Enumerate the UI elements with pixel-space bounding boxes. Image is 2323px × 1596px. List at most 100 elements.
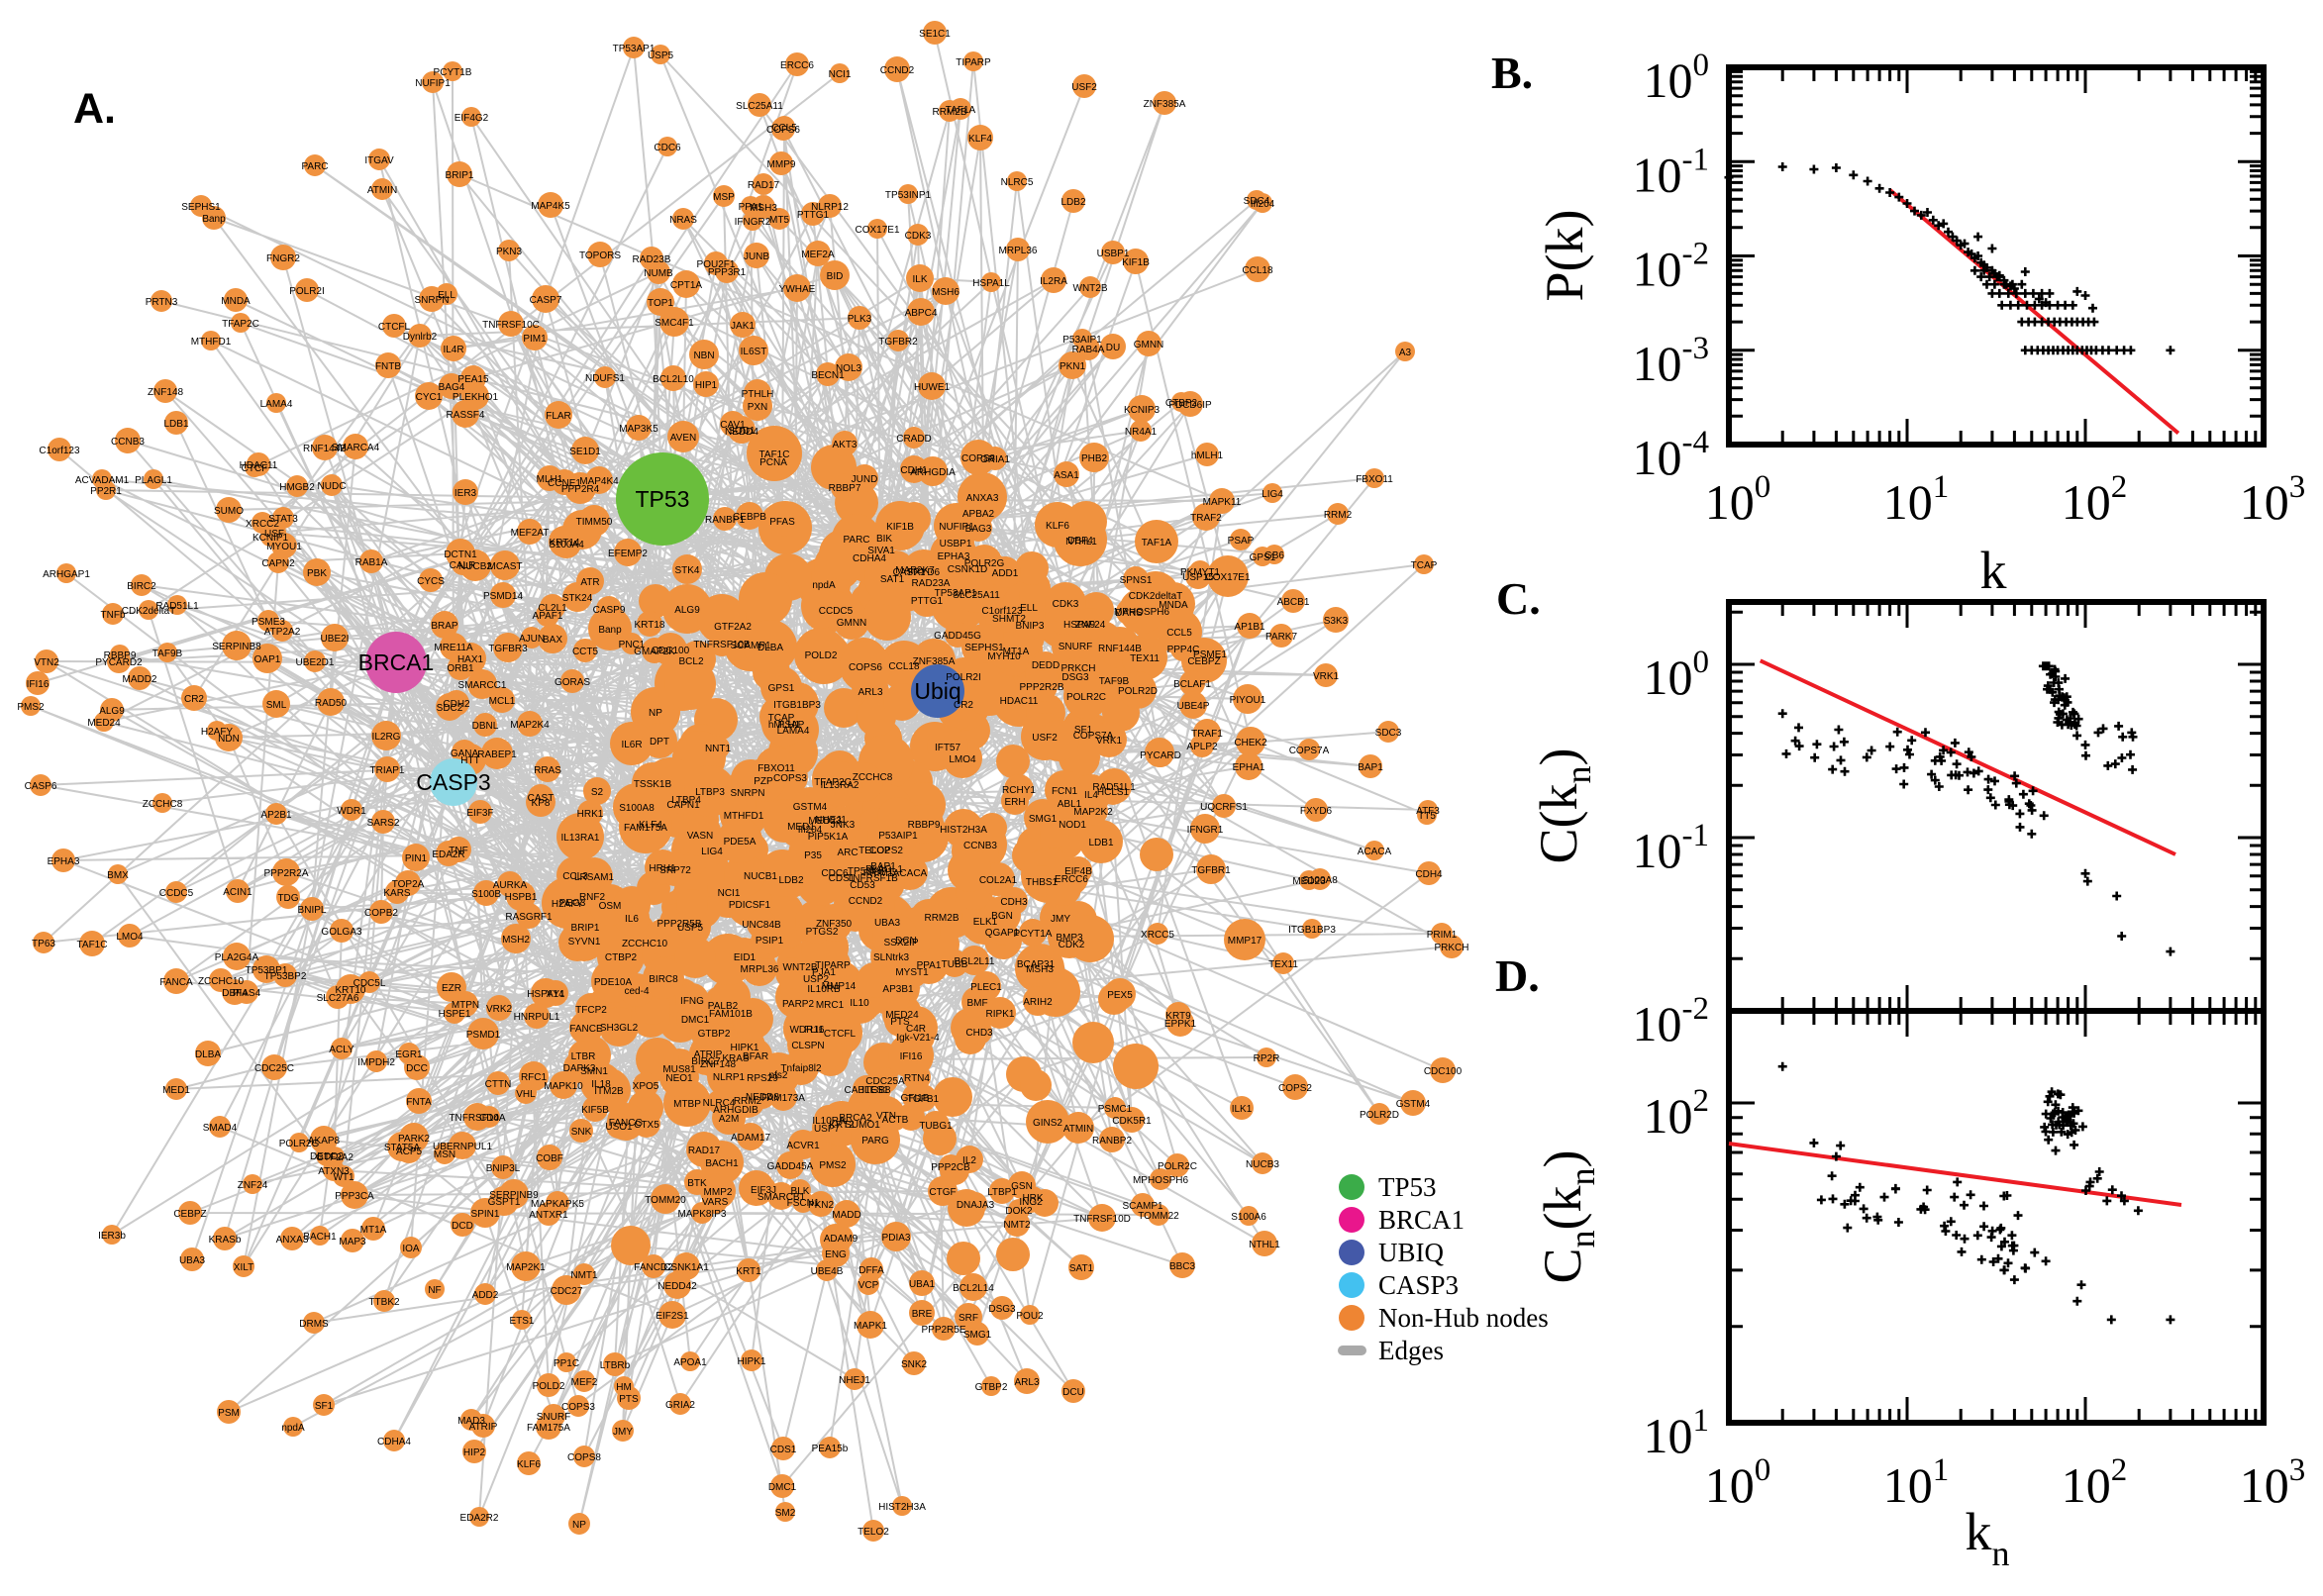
svg-text:PHB2: PHB2	[1081, 453, 1108, 464]
svg-text:CASP7: CASP7	[530, 295, 562, 306]
svg-text:10-1: 10-1	[1633, 818, 1710, 878]
svg-text:PARK2: PARK2	[398, 1134, 430, 1145]
svg-text:PLA2G4A: PLA2G4A	[215, 952, 259, 963]
svg-text:COPS3: COPS3	[773, 773, 807, 784]
svg-text:BIK: BIK	[876, 534, 892, 545]
svg-text:COPB2: COPB2	[364, 908, 398, 919]
svg-text:RTN4: RTN4	[904, 1073, 930, 1084]
svg-text:CR2: CR2	[954, 700, 973, 711]
svg-text:BGN: BGN	[991, 911, 1013, 922]
svg-text:MSH6: MSH6	[932, 287, 960, 298]
svg-text:EDA2R2: EDA2R2	[460, 1513, 499, 1524]
svg-text:XRCC2: XRCC2	[246, 519, 279, 530]
svg-text:ATMIN: ATMIN	[367, 185, 397, 196]
svg-text:S3K3: S3K3	[1324, 616, 1349, 627]
svg-text:CRADD: CRADD	[896, 434, 932, 445]
svg-text:ING2: ING2	[1019, 1197, 1043, 1208]
svg-text:BNIP3L: BNIP3L	[486, 1163, 521, 1174]
svg-text:LIG4: LIG4	[701, 847, 723, 857]
svg-text:DLBA: DLBA	[758, 643, 783, 653]
svg-text:SDC4: SDC4	[1244, 196, 1270, 207]
svg-text:HIST2H3A: HIST2H3A	[940, 825, 987, 836]
svg-text:VTN2: VTN2	[34, 657, 59, 668]
svg-text:SNK: SNK	[571, 1127, 592, 1138]
svg-text:APOA1: APOA1	[673, 1357, 707, 1368]
svg-text:POLR2I: POLR2I	[946, 672, 981, 683]
svg-text:RRM2B: RRM2B	[924, 913, 959, 924]
svg-text:HSPB1: HSPB1	[505, 892, 538, 903]
svg-text:DSG3: DSG3	[1061, 672, 1089, 683]
svg-text:ARHGAP1: ARHGAP1	[43, 569, 90, 580]
svg-text:FNTB: FNTB	[375, 361, 401, 372]
svg-text:YWHAE: YWHAE	[779, 284, 816, 295]
svg-text:HTT: HTT	[460, 755, 479, 766]
svg-text:BACH1: BACH1	[705, 1158, 739, 1169]
svg-text:NEDD4: NEDD4	[725, 427, 758, 438]
svg-text:EDA2R: EDA2R	[432, 849, 464, 860]
svg-text:DAPK3: DAPK3	[563, 1063, 596, 1074]
svg-text:TOMM20: TOMM20	[645, 1195, 686, 1206]
svg-text:PSMD1: PSMD1	[466, 1030, 501, 1041]
svg-text:IMPDH2: IMPDH2	[357, 1057, 395, 1068]
svg-text:PIN1: PIN1	[405, 853, 428, 864]
svg-text:PTS: PTS	[619, 1394, 639, 1405]
svg-text:RRM2B: RRM2B	[932, 107, 966, 118]
svg-text:BRCA1: BRCA1	[1378, 1205, 1464, 1235]
svg-text:PTGS2: PTGS2	[806, 927, 839, 938]
svg-text:TSSK1B: TSSK1B	[634, 779, 672, 790]
svg-text:RNF144B: RNF144B	[303, 444, 347, 454]
svg-text:CDHA4: CDHA4	[853, 553, 886, 564]
svg-text:TTBK2: TTBK2	[368, 1297, 400, 1308]
svg-text:PPP4C: PPP4C	[1167, 645, 1200, 655]
svg-text:CD53: CD53	[850, 880, 875, 891]
svg-text:FCN1: FCN1	[1052, 786, 1078, 797]
svg-text:BCLAF1: BCLAF1	[1173, 679, 1211, 690]
svg-text:DRMS: DRMS	[299, 1319, 329, 1330]
svg-text:DCD: DCD	[452, 1221, 473, 1232]
svg-text:BECN1: BECN1	[811, 370, 845, 381]
svg-text:MSH3: MSH3	[1026, 964, 1054, 975]
svg-text:VTN: VTN	[876, 1111, 896, 1122]
svg-text:DARS: DARS	[1115, 608, 1143, 619]
svg-text:TOPORS: TOPORS	[579, 250, 621, 261]
svg-text:NTHL1: NTHL1	[1065, 537, 1097, 548]
svg-text:POLR2D: POLR2D	[1360, 1110, 1399, 1121]
svg-text:VCP: VCP	[858, 1280, 879, 1291]
svg-text:BRIP1: BRIP1	[446, 170, 474, 181]
svg-text:DCU: DCU	[1062, 1387, 1084, 1398]
svg-text:NLRP12: NLRP12	[811, 202, 849, 213]
svg-text:PPP2R5E: PPP2R5E	[921, 1325, 965, 1336]
svg-text:NRAS: NRAS	[669, 215, 697, 226]
svg-text:YY1: YY1	[547, 989, 565, 1000]
svg-text:RAB4A: RAB4A	[1072, 345, 1105, 355]
svg-text:MEF2AT: MEF2AT	[511, 528, 550, 539]
svg-text:TT5: TT5	[1418, 811, 1436, 822]
svg-text:RAB1A: RAB1A	[355, 557, 388, 568]
svg-text:AP2B1: AP2B1	[260, 810, 292, 821]
svg-text:AP3B1: AP3B1	[882, 984, 914, 995]
svg-text:SDC3: SDC3	[1375, 728, 1402, 739]
svg-text:APBA2: APBA2	[962, 509, 995, 520]
svg-text:ACACA: ACACA	[893, 868, 928, 879]
svg-text:RANBP2: RANBP2	[1092, 1136, 1132, 1147]
svg-text:Tnfaip8l2: Tnfaip8l2	[780, 1063, 822, 1074]
svg-text:ETS1: ETS1	[509, 1316, 534, 1327]
svg-text:HDAC11: HDAC11	[240, 460, 278, 471]
svg-text:MAP3K5: MAP3K5	[619, 424, 658, 435]
svg-text:RASGRF1: RASGRF1	[505, 912, 553, 923]
svg-text:B.: B.	[1491, 48, 1533, 98]
svg-text:SEPHS1: SEPHS1	[964, 643, 1004, 653]
svg-text:DEDD2: DEDD2	[310, 1151, 344, 1162]
svg-text:RAD23A: RAD23A	[912, 578, 951, 589]
svg-text:NLRC5: NLRC5	[1001, 177, 1034, 188]
svg-text:CPT1A: CPT1A	[670, 280, 703, 291]
svg-text:FAM175A: FAM175A	[527, 1423, 570, 1434]
svg-text:TELO2: TELO2	[858, 846, 890, 856]
svg-text:MAP4K5: MAP4K5	[531, 201, 570, 212]
svg-text:ILK: ILK	[912, 274, 927, 285]
svg-text:ACIN1: ACIN1	[223, 887, 252, 898]
svg-text:COPS8: COPS8	[567, 1452, 601, 1463]
svg-text:ANXA3: ANXA3	[276, 1235, 309, 1246]
svg-text:HIPK1: HIPK1	[738, 1356, 766, 1367]
svg-text:MNDA: MNDA	[1159, 600, 1188, 611]
